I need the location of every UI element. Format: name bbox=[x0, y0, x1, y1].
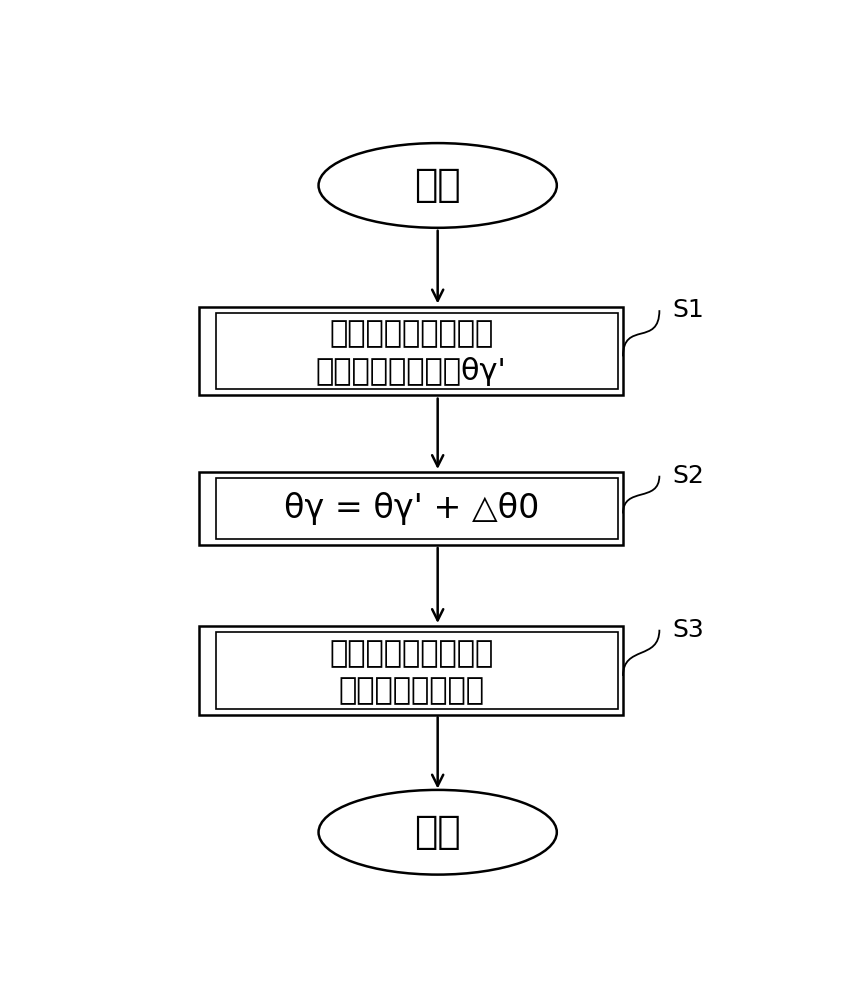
Text: S3: S3 bbox=[672, 618, 704, 642]
Text: 开始: 开始 bbox=[414, 166, 461, 204]
Bar bbox=[216, 478, 617, 539]
Ellipse shape bbox=[318, 143, 556, 228]
Bar bbox=[200, 626, 623, 715]
Bar bbox=[200, 472, 623, 545]
Text: S1: S1 bbox=[672, 298, 704, 322]
Ellipse shape bbox=[318, 790, 556, 875]
Text: 结束: 结束 bbox=[414, 813, 461, 851]
Text: 执行磁极相位估计，: 执行磁极相位估计， bbox=[328, 320, 493, 349]
Bar bbox=[200, 307, 623, 395]
Text: 确定初始磁极相位: 确定初始磁极相位 bbox=[338, 676, 484, 705]
Bar bbox=[216, 632, 617, 709]
Text: S2: S2 bbox=[672, 464, 704, 488]
Text: 执行磁极相位估计，: 执行磁极相位估计， bbox=[328, 639, 493, 668]
Bar bbox=[216, 313, 617, 389]
Text: 获得临时磁极相位θγ': 获得临时磁极相位θγ' bbox=[316, 357, 506, 386]
Text: θγ = θγ' + △θ0: θγ = θγ' + △θ0 bbox=[283, 492, 538, 525]
